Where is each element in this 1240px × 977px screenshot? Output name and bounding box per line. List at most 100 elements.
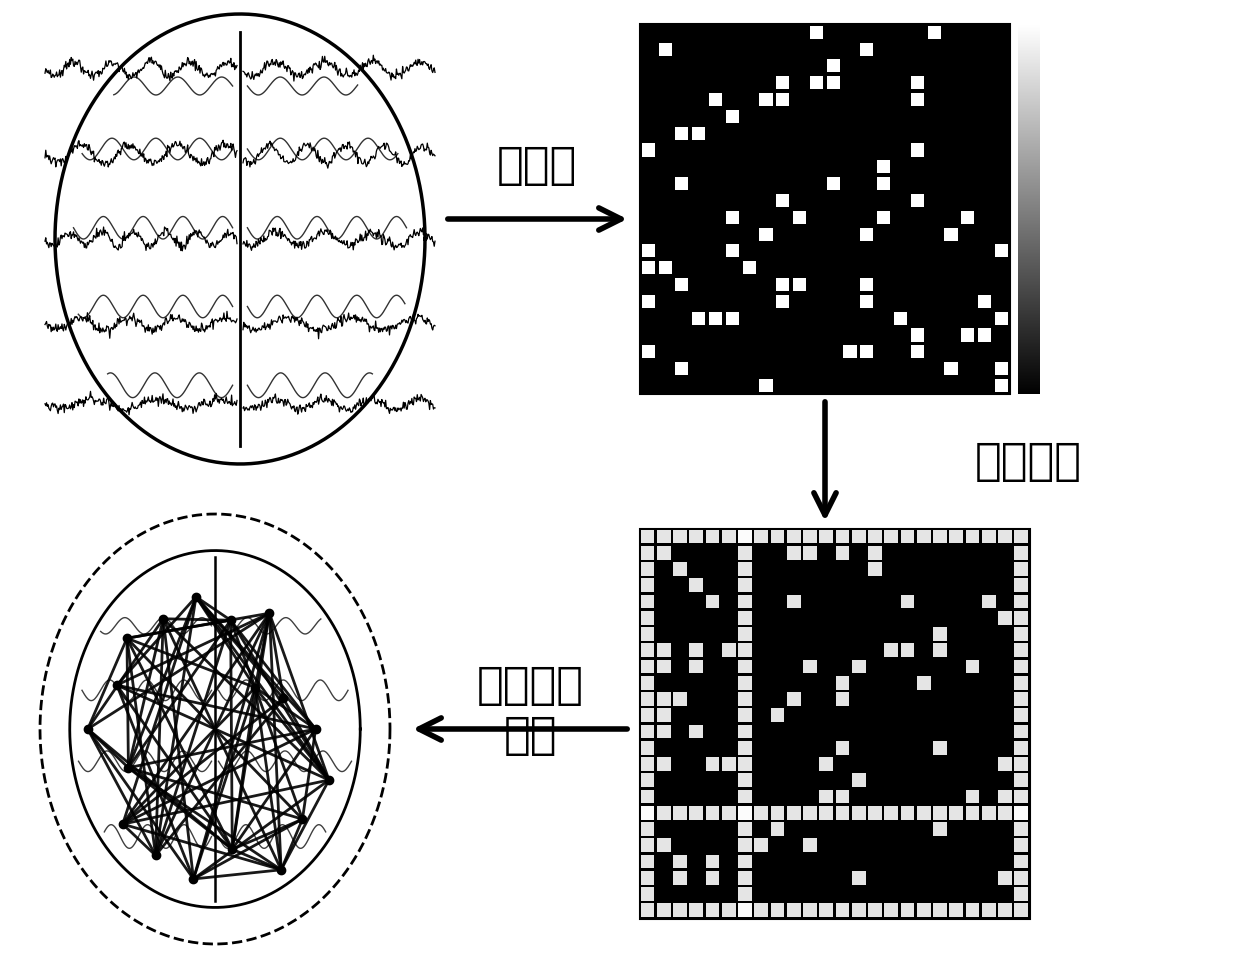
Bar [1018, 345, 1040, 346]
Bar [1018, 308, 1040, 309]
Bar [786, 904, 801, 917]
Bar [738, 806, 751, 820]
Bar [827, 178, 839, 191]
Bar [776, 278, 790, 292]
Bar [738, 904, 751, 917]
Bar [932, 530, 947, 544]
Bar [770, 904, 785, 917]
Bar [1018, 299, 1040, 300]
Bar [1018, 280, 1040, 282]
Bar [1018, 191, 1040, 193]
Bar [1018, 265, 1040, 266]
Bar [1018, 80, 1040, 81]
Bar [1018, 51, 1040, 52]
Bar [1018, 40, 1040, 41]
Bar [998, 806, 1012, 820]
Bar [868, 904, 882, 917]
Bar [641, 659, 655, 674]
Bar [722, 806, 735, 820]
Bar [932, 823, 947, 836]
Bar [1018, 283, 1040, 285]
Bar [1018, 326, 1040, 328]
Bar [673, 693, 687, 706]
Bar [786, 530, 801, 544]
Bar [1018, 186, 1040, 187]
Bar [641, 595, 655, 609]
Bar [1018, 359, 1040, 360]
Bar [738, 855, 751, 869]
Bar [1018, 52, 1040, 53]
Bar [1018, 73, 1040, 74]
Bar [1018, 97, 1040, 98]
Bar [804, 659, 817, 674]
Bar [966, 530, 980, 544]
Bar [1014, 757, 1028, 771]
Bar [1018, 261, 1040, 262]
Bar [1018, 133, 1040, 134]
Text: 锁相値: 锁相値 [497, 144, 577, 187]
Bar [1018, 388, 1040, 389]
Bar [1018, 389, 1040, 390]
Bar [1018, 354, 1040, 355]
Bar [1018, 311, 1040, 312]
Bar [1018, 328, 1040, 330]
Bar [673, 855, 687, 869]
Bar [1018, 123, 1040, 124]
Bar [820, 806, 833, 820]
Bar [1018, 371, 1040, 373]
Bar [1018, 229, 1040, 230]
Bar [1018, 135, 1040, 136]
Bar [657, 530, 671, 544]
Bar [1014, 823, 1028, 836]
Bar [641, 757, 655, 771]
Bar [640, 530, 1030, 919]
Bar [673, 806, 687, 820]
Bar [641, 245, 655, 258]
Bar [1018, 124, 1040, 125]
Bar [1018, 390, 1040, 391]
Bar [1018, 317, 1040, 318]
Bar [1018, 46, 1040, 47]
Bar [1018, 215, 1040, 216]
Bar [641, 644, 655, 658]
Bar [1018, 217, 1040, 218]
Bar [820, 757, 833, 771]
Bar [932, 904, 947, 917]
Bar [820, 904, 833, 917]
Bar [1018, 293, 1040, 294]
Bar [1018, 256, 1040, 257]
Bar [1018, 115, 1040, 116]
Bar [1018, 301, 1040, 302]
Bar [1018, 376, 1040, 378]
Bar [1018, 29, 1040, 30]
Bar [1018, 136, 1040, 137]
Bar [1018, 263, 1040, 264]
Bar [722, 904, 735, 917]
Bar [1018, 220, 1040, 221]
Bar [1018, 61, 1040, 63]
Bar [754, 530, 769, 544]
Bar [1018, 74, 1040, 75]
Bar [641, 612, 655, 625]
Bar [1018, 199, 1040, 201]
Bar [1018, 269, 1040, 270]
Bar [910, 329, 924, 342]
Bar [1018, 173, 1040, 174]
Bar [836, 676, 849, 690]
Bar [776, 94, 790, 106]
Bar [1014, 806, 1028, 820]
Bar [1018, 372, 1040, 374]
Bar [1018, 37, 1040, 38]
Bar [1018, 176, 1040, 177]
Bar [1018, 227, 1040, 228]
Bar [1018, 385, 1040, 386]
Bar [1018, 298, 1040, 299]
Bar [1018, 85, 1040, 86]
Bar [738, 823, 751, 836]
Bar [1018, 355, 1040, 356]
Bar [1018, 64, 1040, 65]
Bar [1018, 101, 1040, 102]
Bar [725, 110, 739, 124]
Bar [1018, 44, 1040, 45]
Bar [673, 904, 687, 917]
